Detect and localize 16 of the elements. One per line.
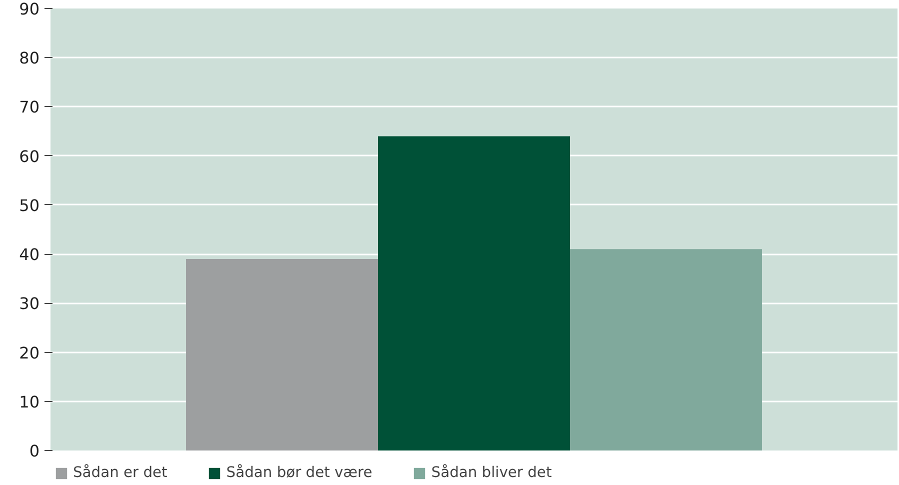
y-tick-label: 70: [19, 98, 40, 117]
legend-label: Sådan er det: [73, 464, 168, 481]
y-tick-label: 50: [19, 196, 40, 215]
y-tick-label: 40: [19, 245, 40, 264]
y-tick-label: 90: [19, 0, 40, 18]
bar: [378, 136, 570, 450]
bar: [186, 258, 378, 450]
legend-label: Sådan bør det være: [226, 464, 372, 481]
y-tick-label: 60: [19, 146, 40, 166]
bar: [570, 249, 762, 450]
y-tick-label: 0: [29, 442, 40, 460]
y-tick-label: 80: [19, 48, 40, 68]
y-tick-label: 20: [19, 343, 40, 362]
legend-label: Sådan bliver det: [431, 464, 552, 481]
y-tick-label: 10: [19, 392, 40, 412]
y-tick-label: 30: [19, 294, 40, 314]
